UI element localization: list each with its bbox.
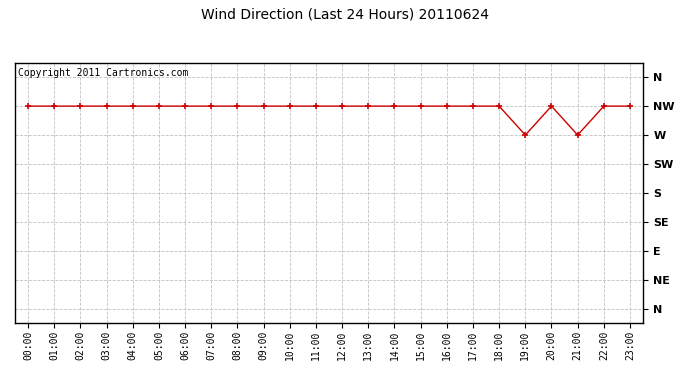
- Text: Wind Direction (Last 24 Hours) 20110624: Wind Direction (Last 24 Hours) 20110624: [201, 8, 489, 21]
- Text: Copyright 2011 Cartronics.com: Copyright 2011 Cartronics.com: [18, 68, 188, 78]
